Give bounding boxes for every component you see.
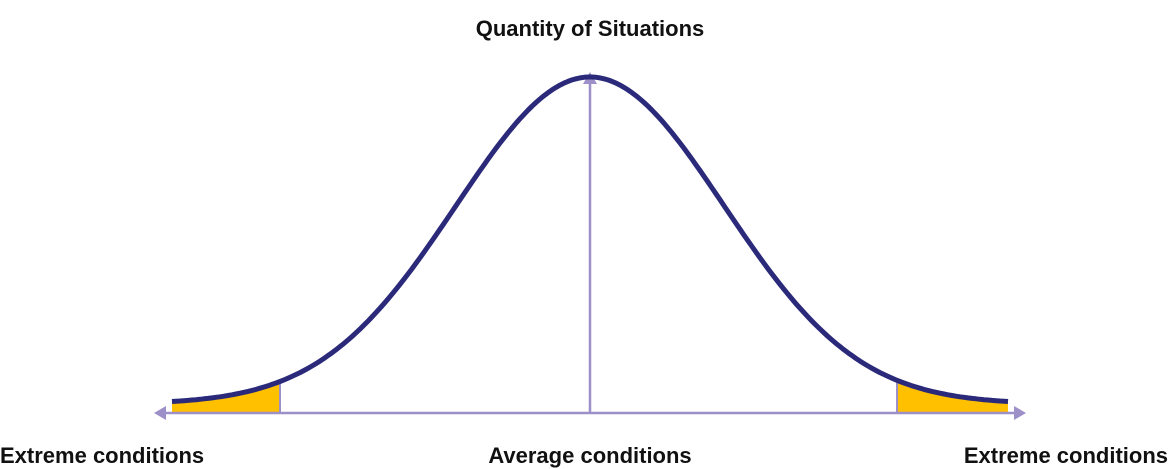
left-label: Extreme conditions	[0, 443, 204, 468]
center-label: Average conditions	[488, 443, 691, 468]
right-label: Extreme conditions	[964, 443, 1168, 468]
bell-curve	[171, 74, 1009, 404]
arrow-left	[154, 406, 166, 420]
arrow-right	[1014, 406, 1026, 420]
axis-title: Quantity of Situations	[476, 16, 705, 41]
